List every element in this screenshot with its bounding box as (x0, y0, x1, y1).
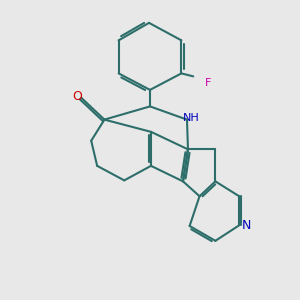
Text: NH: NH (183, 113, 200, 123)
Text: F: F (205, 78, 211, 88)
Text: N: N (242, 219, 251, 232)
Text: O: O (72, 90, 82, 103)
